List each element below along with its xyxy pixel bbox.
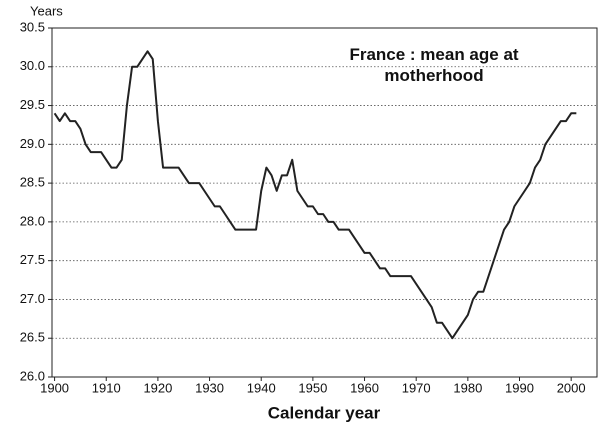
y-tick-label: 26.5: [20, 330, 45, 345]
x-tick-label: 1910: [92, 380, 121, 395]
x-tick-label: 1990: [505, 380, 534, 395]
plot-frame: [51, 27, 598, 378]
y-tick-label: 27.5: [20, 252, 45, 267]
x-tick-label: 1970: [402, 380, 431, 395]
y-tick-label: 30.5: [20, 19, 45, 34]
y-tick-label: 28.5: [20, 175, 45, 190]
x-tick-label: 1960: [350, 380, 379, 395]
y-axis-label: Years: [30, 3, 63, 18]
data-line: [53, 50, 577, 340]
y-tick-label: 30.0: [20, 58, 45, 73]
x-tick-label: 2000: [557, 380, 586, 395]
x-tick-label: 1920: [143, 380, 172, 395]
x-tick-label: 1930: [195, 380, 224, 395]
x-axis-label: Calendar year: [268, 403, 381, 422]
y-tick-label: 29.5: [20, 97, 45, 112]
x-tick-label: 1950: [298, 380, 327, 395]
y-tick-label: 27.0: [20, 291, 45, 306]
x-tick-label: 1900: [40, 380, 69, 395]
y-tick-label: 28.0: [20, 213, 45, 228]
y-tick-label: 26.0: [20, 368, 45, 383]
y-tick-label: 29.0: [20, 136, 45, 151]
x-tick-label: 1940: [247, 380, 276, 395]
x-tick-label: 1980: [453, 380, 482, 395]
chart-title: France : mean age at motherhood: [349, 45, 519, 85]
